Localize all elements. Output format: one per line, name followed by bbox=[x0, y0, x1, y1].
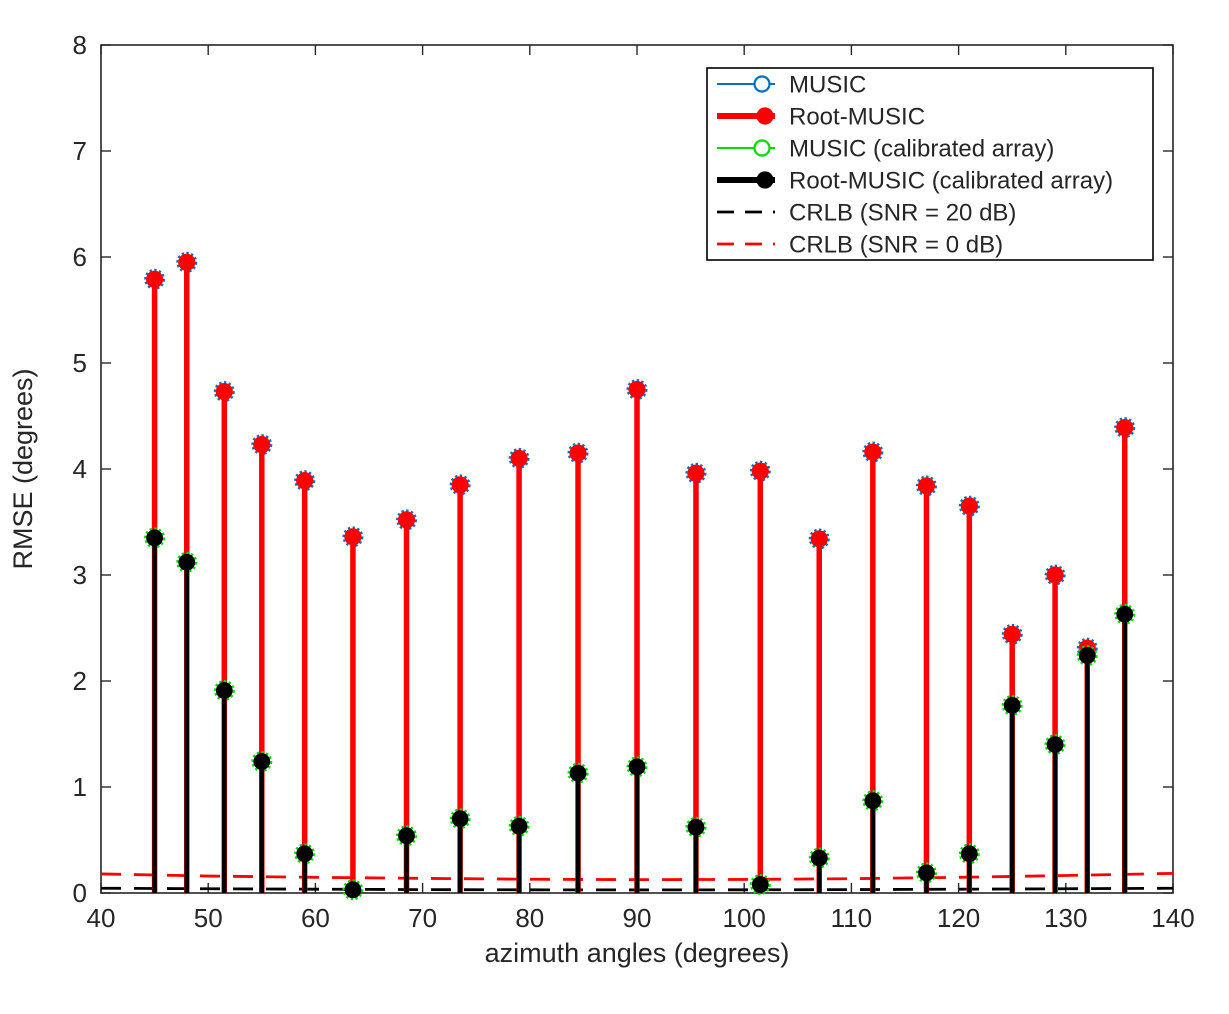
x-tick-label: 50 bbox=[194, 903, 223, 933]
marker-root-music bbox=[960, 497, 978, 515]
legend-item: Root-MUSIC (calibrated array) bbox=[717, 168, 1113, 195]
marker-root-music-calibrated bbox=[1003, 696, 1021, 714]
x-tick-label: 140 bbox=[1151, 903, 1194, 933]
y-tick-label: 5 bbox=[73, 348, 87, 378]
marker-root-music bbox=[569, 444, 587, 462]
marker-root-music bbox=[1046, 566, 1064, 584]
y-tick-label: 0 bbox=[73, 878, 87, 908]
marker-root-music-calibrated bbox=[510, 817, 528, 835]
legend-item: Root-MUSIC bbox=[717, 104, 925, 131]
legend-item: MUSIC (calibrated array) bbox=[717, 136, 1054, 163]
legend-label: Root-MUSIC bbox=[789, 104, 925, 131]
marker-root-music-calibrated bbox=[253, 753, 271, 770]
marker-root-music-calibrated bbox=[178, 553, 196, 571]
x-tick-label: 70 bbox=[408, 903, 437, 933]
x-tick-label: 60 bbox=[301, 903, 330, 933]
marker-root-music-calibrated bbox=[628, 758, 646, 776]
marker-root-music bbox=[864, 443, 882, 461]
y-axis-label: RMSE (degrees) bbox=[8, 368, 38, 569]
marker-root-music-calibrated bbox=[1116, 605, 1134, 623]
marker-root-music-calibrated bbox=[1078, 647, 1096, 664]
legend-item: CRLB (SNR = 0 dB) bbox=[717, 232, 1003, 259]
x-tick-label: 100 bbox=[723, 903, 766, 933]
marker-music-calibrated bbox=[749, 874, 771, 896]
marker-root-music-calibrated bbox=[451, 810, 469, 828]
y-tick-label: 1 bbox=[73, 772, 87, 802]
y-tick-label: 8 bbox=[73, 30, 87, 60]
y-tick-label: 6 bbox=[73, 242, 87, 272]
marker-root-music-calibrated bbox=[215, 682, 233, 699]
marker-root-music-calibrated bbox=[296, 845, 314, 863]
marker-root-music bbox=[917, 477, 936, 495]
legend-label: MUSIC bbox=[789, 72, 866, 99]
legend-label: MUSIC (calibrated array) bbox=[789, 136, 1054, 163]
y-tick-label: 7 bbox=[73, 136, 87, 166]
series-root-music-calibrated bbox=[146, 529, 1134, 899]
x-tick-label: 130 bbox=[1044, 903, 1087, 933]
marker-root-music-calibrated bbox=[1046, 736, 1064, 753]
marker-root-music bbox=[810, 530, 828, 548]
y-tick-label: 2 bbox=[73, 666, 87, 696]
marker-root-music-calibrated bbox=[687, 818, 705, 836]
x-tick-label: 80 bbox=[515, 903, 544, 933]
x-tick-label: 110 bbox=[831, 903, 872, 933]
y-tick-label: 3 bbox=[73, 560, 87, 590]
marker-root-music-calibrated bbox=[344, 881, 362, 899]
legend-open-circle-icon bbox=[753, 139, 771, 157]
marker-root-music-calibrated bbox=[810, 849, 828, 867]
marker-root-music bbox=[146, 270, 164, 288]
marker-root-music-calibrated bbox=[751, 876, 769, 893]
marker-root-music bbox=[344, 528, 362, 546]
marker-root-music-calibrated bbox=[864, 792, 882, 810]
x-tick-label: 40 bbox=[87, 903, 116, 933]
marker-root-music bbox=[451, 476, 469, 494]
x-tick-label: 120 bbox=[937, 903, 980, 933]
legend-item: MUSIC bbox=[717, 72, 866, 99]
marker-root-music bbox=[751, 462, 769, 480]
legend-open-circle-icon bbox=[753, 75, 771, 93]
marker-root-music bbox=[1116, 419, 1134, 437]
y-tick-label: 4 bbox=[73, 454, 87, 484]
marker-root-music-calibrated bbox=[398, 827, 415, 845]
legend-box bbox=[706, 67, 1154, 261]
marker-music-calibrated bbox=[342, 879, 364, 901]
x-tick-label: 90 bbox=[623, 903, 652, 933]
marker-root-music bbox=[628, 380, 646, 399]
legend: MUSIC Root-MUSIC MUSIC (calibrated array) R… bbox=[706, 67, 1154, 261]
marker-root-music bbox=[687, 464, 705, 482]
marker-root-music-calibrated bbox=[569, 764, 587, 782]
marker-root-music-calibrated bbox=[960, 845, 978, 863]
legend-label: CRLB (SNR = 0 dB) bbox=[789, 232, 1003, 259]
marker-root-music bbox=[1003, 625, 1021, 643]
marker-root-music bbox=[296, 472, 314, 490]
marker-root-music bbox=[397, 511, 416, 529]
legend-filled-circle-icon bbox=[756, 107, 774, 125]
plot-root: 40 50 60 70 80 90 100 110 120 130 140 0 1 2 3 4 5 6 7 8 MUSI… bbox=[73, 30, 1195, 933]
legend-label: Root-MUSIC (calibrated array) bbox=[789, 168, 1113, 195]
legend-label: CRLB (SNR = 20 dB) bbox=[789, 200, 1016, 227]
marker-root-music bbox=[178, 253, 196, 271]
marker-root-music bbox=[253, 436, 271, 454]
legend-filled-circle-icon bbox=[756, 171, 774, 189]
marker-root-music bbox=[215, 383, 233, 401]
marker-root-music-calibrated bbox=[146, 529, 164, 547]
marker-root-music bbox=[510, 449, 528, 467]
legend-item: CRLB (SNR = 20 dB) bbox=[717, 200, 1016, 227]
x-axis-label: azimuth angles (degrees) bbox=[485, 938, 790, 968]
marker-root-music-calibrated bbox=[918, 864, 935, 882]
